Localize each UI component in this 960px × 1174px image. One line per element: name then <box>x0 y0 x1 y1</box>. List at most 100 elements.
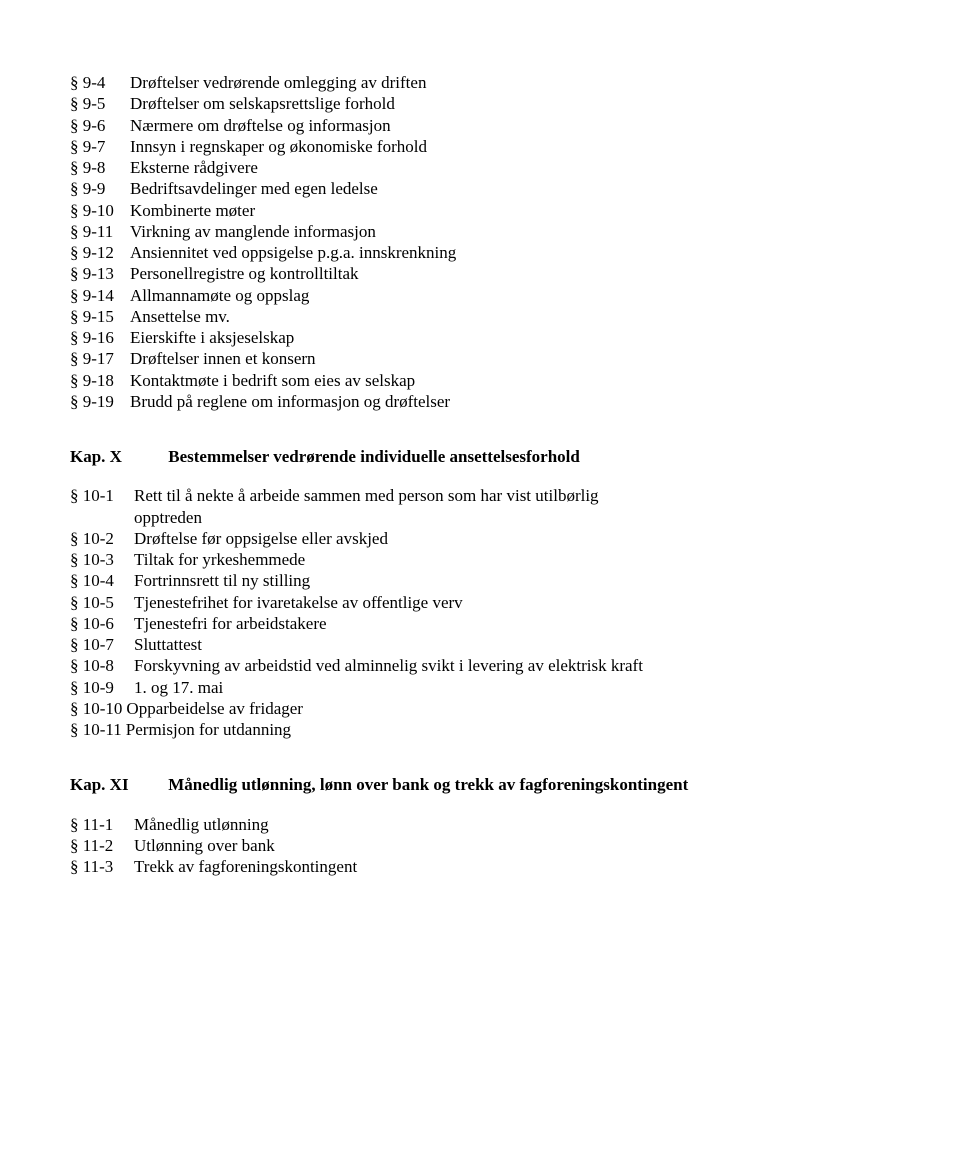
section-ref: § 9-18 <box>70 370 130 391</box>
section-ref: § 9-5 <box>70 93 130 114</box>
section-ref: § 11-1 <box>70 814 134 835</box>
section-ref: § 9-8 <box>70 157 130 178</box>
section-ref: § 10-8 <box>70 655 134 676</box>
section-11-list: § 11-1Månedlig utlønning§ 11-2Utlønning … <box>70 814 894 878</box>
kap-xi-heading: Kap. XI Månedlig utlønning, lønn over ba… <box>70 774 894 795</box>
section-ref: § 9-13 <box>70 263 130 284</box>
toc-entry: § 9-11Virkning av manglende informasjon <box>70 221 894 242</box>
toc-entry: § 11-3Trekk av fagforeningskontingent <box>70 856 894 877</box>
toc-entry: § 9-14Allmannamøte og oppslag <box>70 285 894 306</box>
section-ref: § 10-6 <box>70 613 134 634</box>
section-ref: § 10-3 <box>70 549 134 570</box>
kap-x-heading: Kap. X Bestemmelser vedrørende individue… <box>70 446 894 467</box>
section-ref: § 9-14 <box>70 285 130 306</box>
toc-entry: § 9-18Kontaktmøte i bedrift som eies av … <box>70 370 894 391</box>
toc-entry: § 10-11Permisjon for utdanning <box>70 719 894 740</box>
toc-entry: § 9-13Personellregistre og kontrolltilta… <box>70 263 894 284</box>
section-title: Nærmere om drøftelse og informasjon <box>130 115 894 136</box>
section-ref: § 10-7 <box>70 634 134 655</box>
section-title-continuation: opptreden <box>70 507 894 528</box>
section-title: Drøftelser om selskapsrettslige forhold <box>130 93 894 114</box>
section-ref: § 10-10 <box>70 698 122 719</box>
toc-entry: § 10-91. og 17. mai <box>70 677 894 698</box>
toc-entry: § 10-1Rett til å nekte å arbeide sammen … <box>70 485 894 506</box>
section-title: Drøftelser innen et konsern <box>130 348 894 369</box>
section-ref: § 11-2 <box>70 835 134 856</box>
toc-entry: § 9-4Drøftelser vedrørende omlegging av … <box>70 72 894 93</box>
section-ref: § 10-4 <box>70 570 134 591</box>
section-title: Rett til å nekte å arbeide sammen med pe… <box>134 485 894 506</box>
section-ref: § 10-9 <box>70 677 134 698</box>
toc-entry: § 10-10Opparbeidelse av fridager <box>70 698 894 719</box>
section-ref: § 9-15 <box>70 306 130 327</box>
section-ref: § 10-1 <box>70 485 134 506</box>
section-ref: § 9-7 <box>70 136 130 157</box>
section-title: Permisjon for utdanning <box>126 719 894 740</box>
kap-xi-key: Kap. XI <box>70 774 164 795</box>
section-9-list: § 9-4Drøftelser vedrørende omlegging av … <box>70 72 894 412</box>
toc-entry: § 9-5Drøftelser om selskapsrettslige for… <box>70 93 894 114</box>
toc-entry: § 9-6Nærmere om drøftelse og informasjon <box>70 115 894 136</box>
toc-entry: § 9-17Drøftelser innen et konsern <box>70 348 894 369</box>
section-title: Kombinerte møter <box>130 200 894 221</box>
toc-entry: § 9-19Brudd på reglene om informasjon og… <box>70 391 894 412</box>
kap-x-key: Kap. X <box>70 446 164 467</box>
section-title: Ansiennitet ved oppsigelse p.g.a. innskr… <box>130 242 894 263</box>
section-title: Tjenestefri for arbeidstakere <box>134 613 894 634</box>
toc-entry: § 10-7Sluttattest <box>70 634 894 655</box>
toc-entry: § 9-7Innsyn i regnskaper og økonomiske f… <box>70 136 894 157</box>
section-title: Eierskifte i aksjeselskap <box>130 327 894 348</box>
section-ref: § 9-9 <box>70 178 130 199</box>
section-title: Drøftelse før oppsigelse eller avskjed <box>134 528 894 549</box>
section-title: Trekk av fagforeningskontingent <box>134 856 894 877</box>
section-ref: § 9-17 <box>70 348 130 369</box>
section-ref: § 10-11 <box>70 719 122 740</box>
section-title: Tjenestefrihet for ivaretakelse av offen… <box>134 592 894 613</box>
section-title: Brudd på reglene om informasjon og drøft… <box>130 391 894 412</box>
kap-xi-title: Månedlig utlønning, lønn over bank og tr… <box>168 775 688 794</box>
toc-entry: § 10-4Fortrinnsrett til ny stilling <box>70 570 894 591</box>
toc-entry: § 9-16Eierskifte i aksjeselskap <box>70 327 894 348</box>
toc-entry: § 9-9Bedriftsavdelinger med egen ledelse <box>70 178 894 199</box>
toc-entry: § 9-8Eksterne rådgivere <box>70 157 894 178</box>
section-title: Virkning av manglende informasjon <box>130 221 894 242</box>
section-title: Fortrinnsrett til ny stilling <box>134 570 894 591</box>
section-ref: § 9-19 <box>70 391 130 412</box>
section-title: Innsyn i regnskaper og økonomiske forhol… <box>130 136 894 157</box>
section-title: Ansettelse mv. <box>130 306 894 327</box>
section-10-list: § 10-1Rett til å nekte å arbeide sammen … <box>70 485 894 740</box>
section-ref: § 9-4 <box>70 72 130 93</box>
section-ref: § 9-11 <box>70 221 130 242</box>
toc-entry: § 10-5Tjenestefrihet for ivaretakelse av… <box>70 592 894 613</box>
section-title: Allmannamøte og oppslag <box>130 285 894 306</box>
toc-entry: § 9-15Ansettelse mv. <box>70 306 894 327</box>
section-title: Drøftelser vedrørende omlegging av drift… <box>130 72 894 93</box>
section-title: Kontaktmøte i bedrift som eies av selska… <box>130 370 894 391</box>
section-title: Bedriftsavdelinger med egen ledelse <box>130 178 894 199</box>
section-title: Personellregistre og kontrolltiltak <box>130 263 894 284</box>
section-title: Utlønning over bank <box>134 835 894 856</box>
section-ref: § 10-2 <box>70 528 134 549</box>
section-ref: § 9-16 <box>70 327 130 348</box>
section-ref: § 9-6 <box>70 115 130 136</box>
kap-x-block: Kap. X Bestemmelser vedrørende individue… <box>70 446 894 740</box>
toc-entry: § 9-10Kombinerte møter <box>70 200 894 221</box>
toc-entry: § 11-2Utlønning over bank <box>70 835 894 856</box>
section-title: 1. og 17. mai <box>134 677 894 698</box>
section-title: Månedlig utlønning <box>134 814 894 835</box>
section-ref: § 9-12 <box>70 242 130 263</box>
section-title: Forskyvning av arbeidstid ved alminnelig… <box>134 655 894 676</box>
section-ref: § 10-5 <box>70 592 134 613</box>
section-ref: § 11-3 <box>70 856 134 877</box>
section-title: Eksterne rådgivere <box>130 157 894 178</box>
toc-entry: § 10-2Drøftelse før oppsigelse eller avs… <box>70 528 894 549</box>
kap-xi-block: Kap. XI Månedlig utlønning, lønn over ba… <box>70 774 894 877</box>
toc-entry: § 10-8Forskyvning av arbeidstid ved almi… <box>70 655 894 676</box>
toc-entry: § 10-3Tiltak for yrkeshemmede <box>70 549 894 570</box>
section-title: Opparbeidelse av fridager <box>126 698 894 719</box>
section-title: Tiltak for yrkeshemmede <box>134 549 894 570</box>
toc-entry: § 9-12Ansiennitet ved oppsigelse p.g.a. … <box>70 242 894 263</box>
section-ref: § 9-10 <box>70 200 130 221</box>
kap-x-title: Bestemmelser vedrørende individuelle ans… <box>168 447 580 466</box>
toc-entry: § 11-1Månedlig utlønning <box>70 814 894 835</box>
